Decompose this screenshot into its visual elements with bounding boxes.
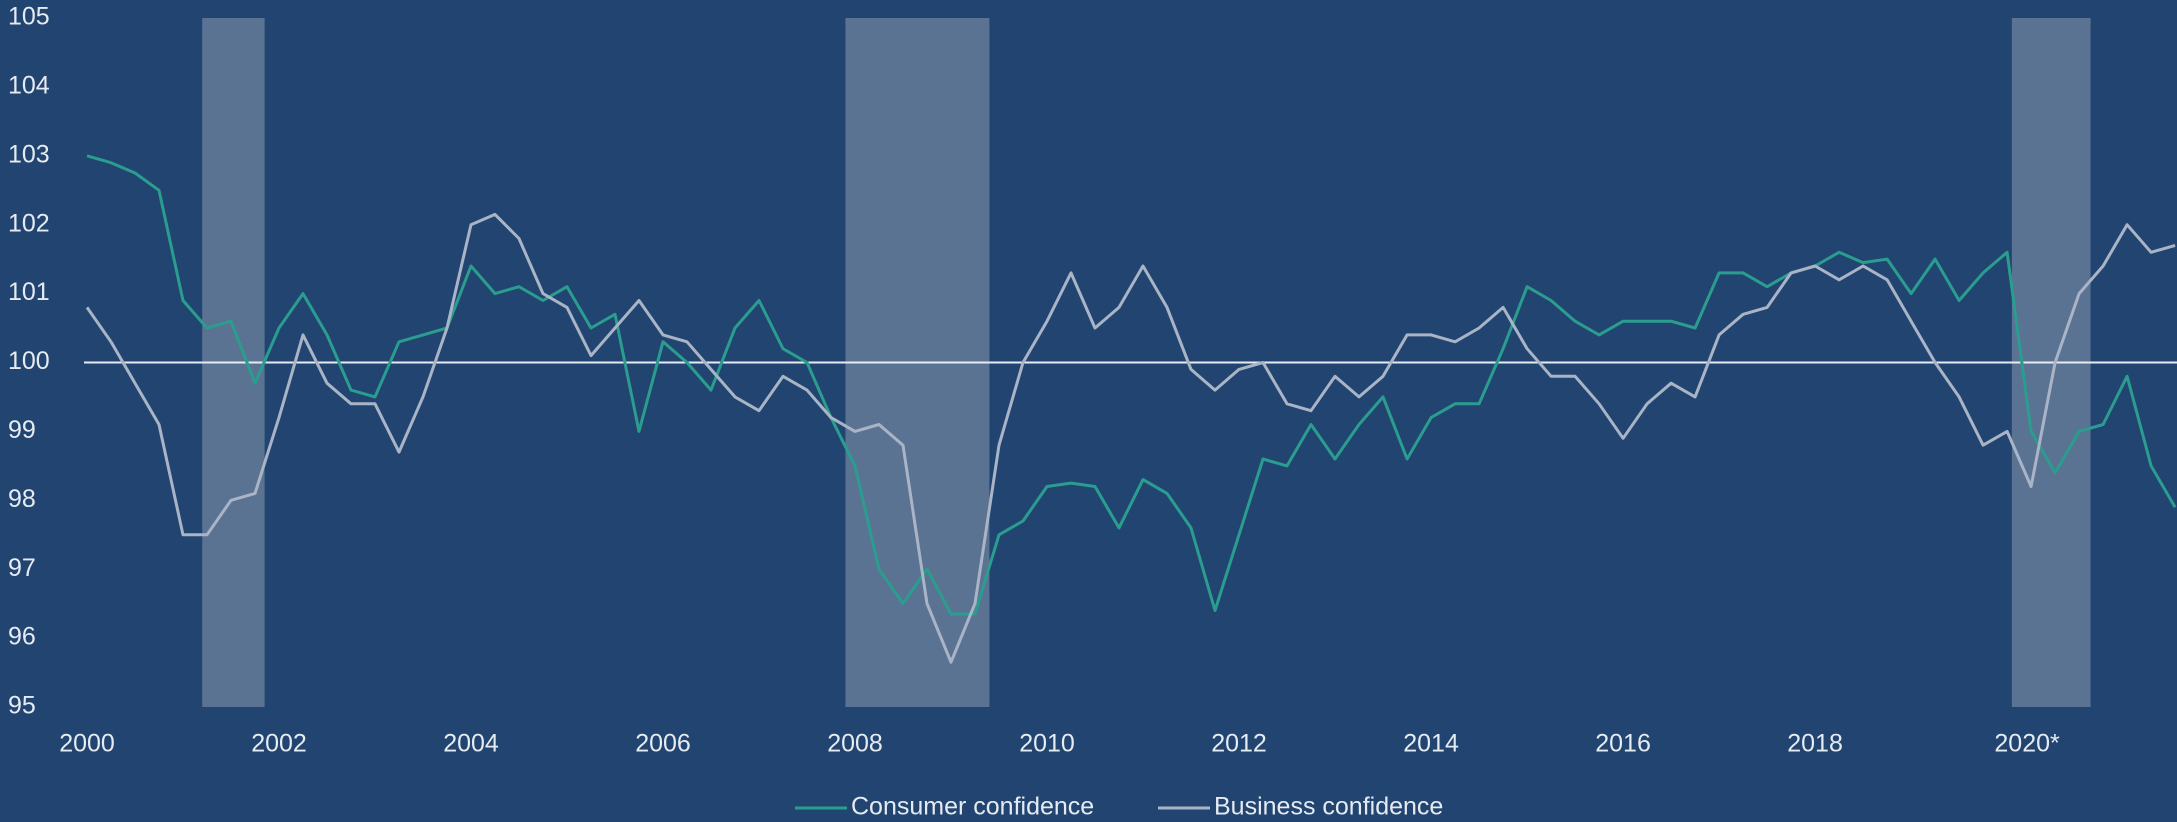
x-tick-label: 2004 [443, 730, 499, 758]
x-tick-label: 2016 [1595, 730, 1651, 758]
y-tick-label: 95 [8, 692, 36, 720]
y-tick-label: 102 [8, 209, 50, 237]
series-line [85, 212, 2176, 664]
x-tick-label: 2010 [1019, 730, 1075, 758]
y-tick-label: 103 [8, 140, 50, 168]
series-line [86, 154, 2177, 616]
legend-label: Consumer confidence [851, 793, 1094, 821]
y-tick-label: 96 [8, 623, 36, 651]
y-tick-label: 100 [8, 347, 50, 375]
x-tick-label: 2008 [827, 730, 883, 758]
y-tick-label: 104 [8, 72, 50, 100]
x-tick-label: 2006 [635, 730, 691, 758]
y-tick-label: 98 [8, 485, 36, 513]
x-tick-label: 2020* [1994, 730, 2060, 758]
x-tick-label: 2002 [251, 730, 307, 758]
y-tick-label: 99 [8, 416, 36, 444]
x-tick-label: 2014 [1403, 730, 1459, 758]
y-tick-label: 97 [8, 554, 36, 582]
x-tick-label: 2012 [1211, 730, 1267, 758]
legend-label: Business confidence [1214, 793, 1443, 821]
y-tick-label: 105 [8, 3, 50, 31]
y-tick-label: 101 [8, 278, 50, 306]
x-tick-label: 2018 [1787, 730, 1843, 758]
x-tick-label: 2000 [59, 730, 115, 758]
